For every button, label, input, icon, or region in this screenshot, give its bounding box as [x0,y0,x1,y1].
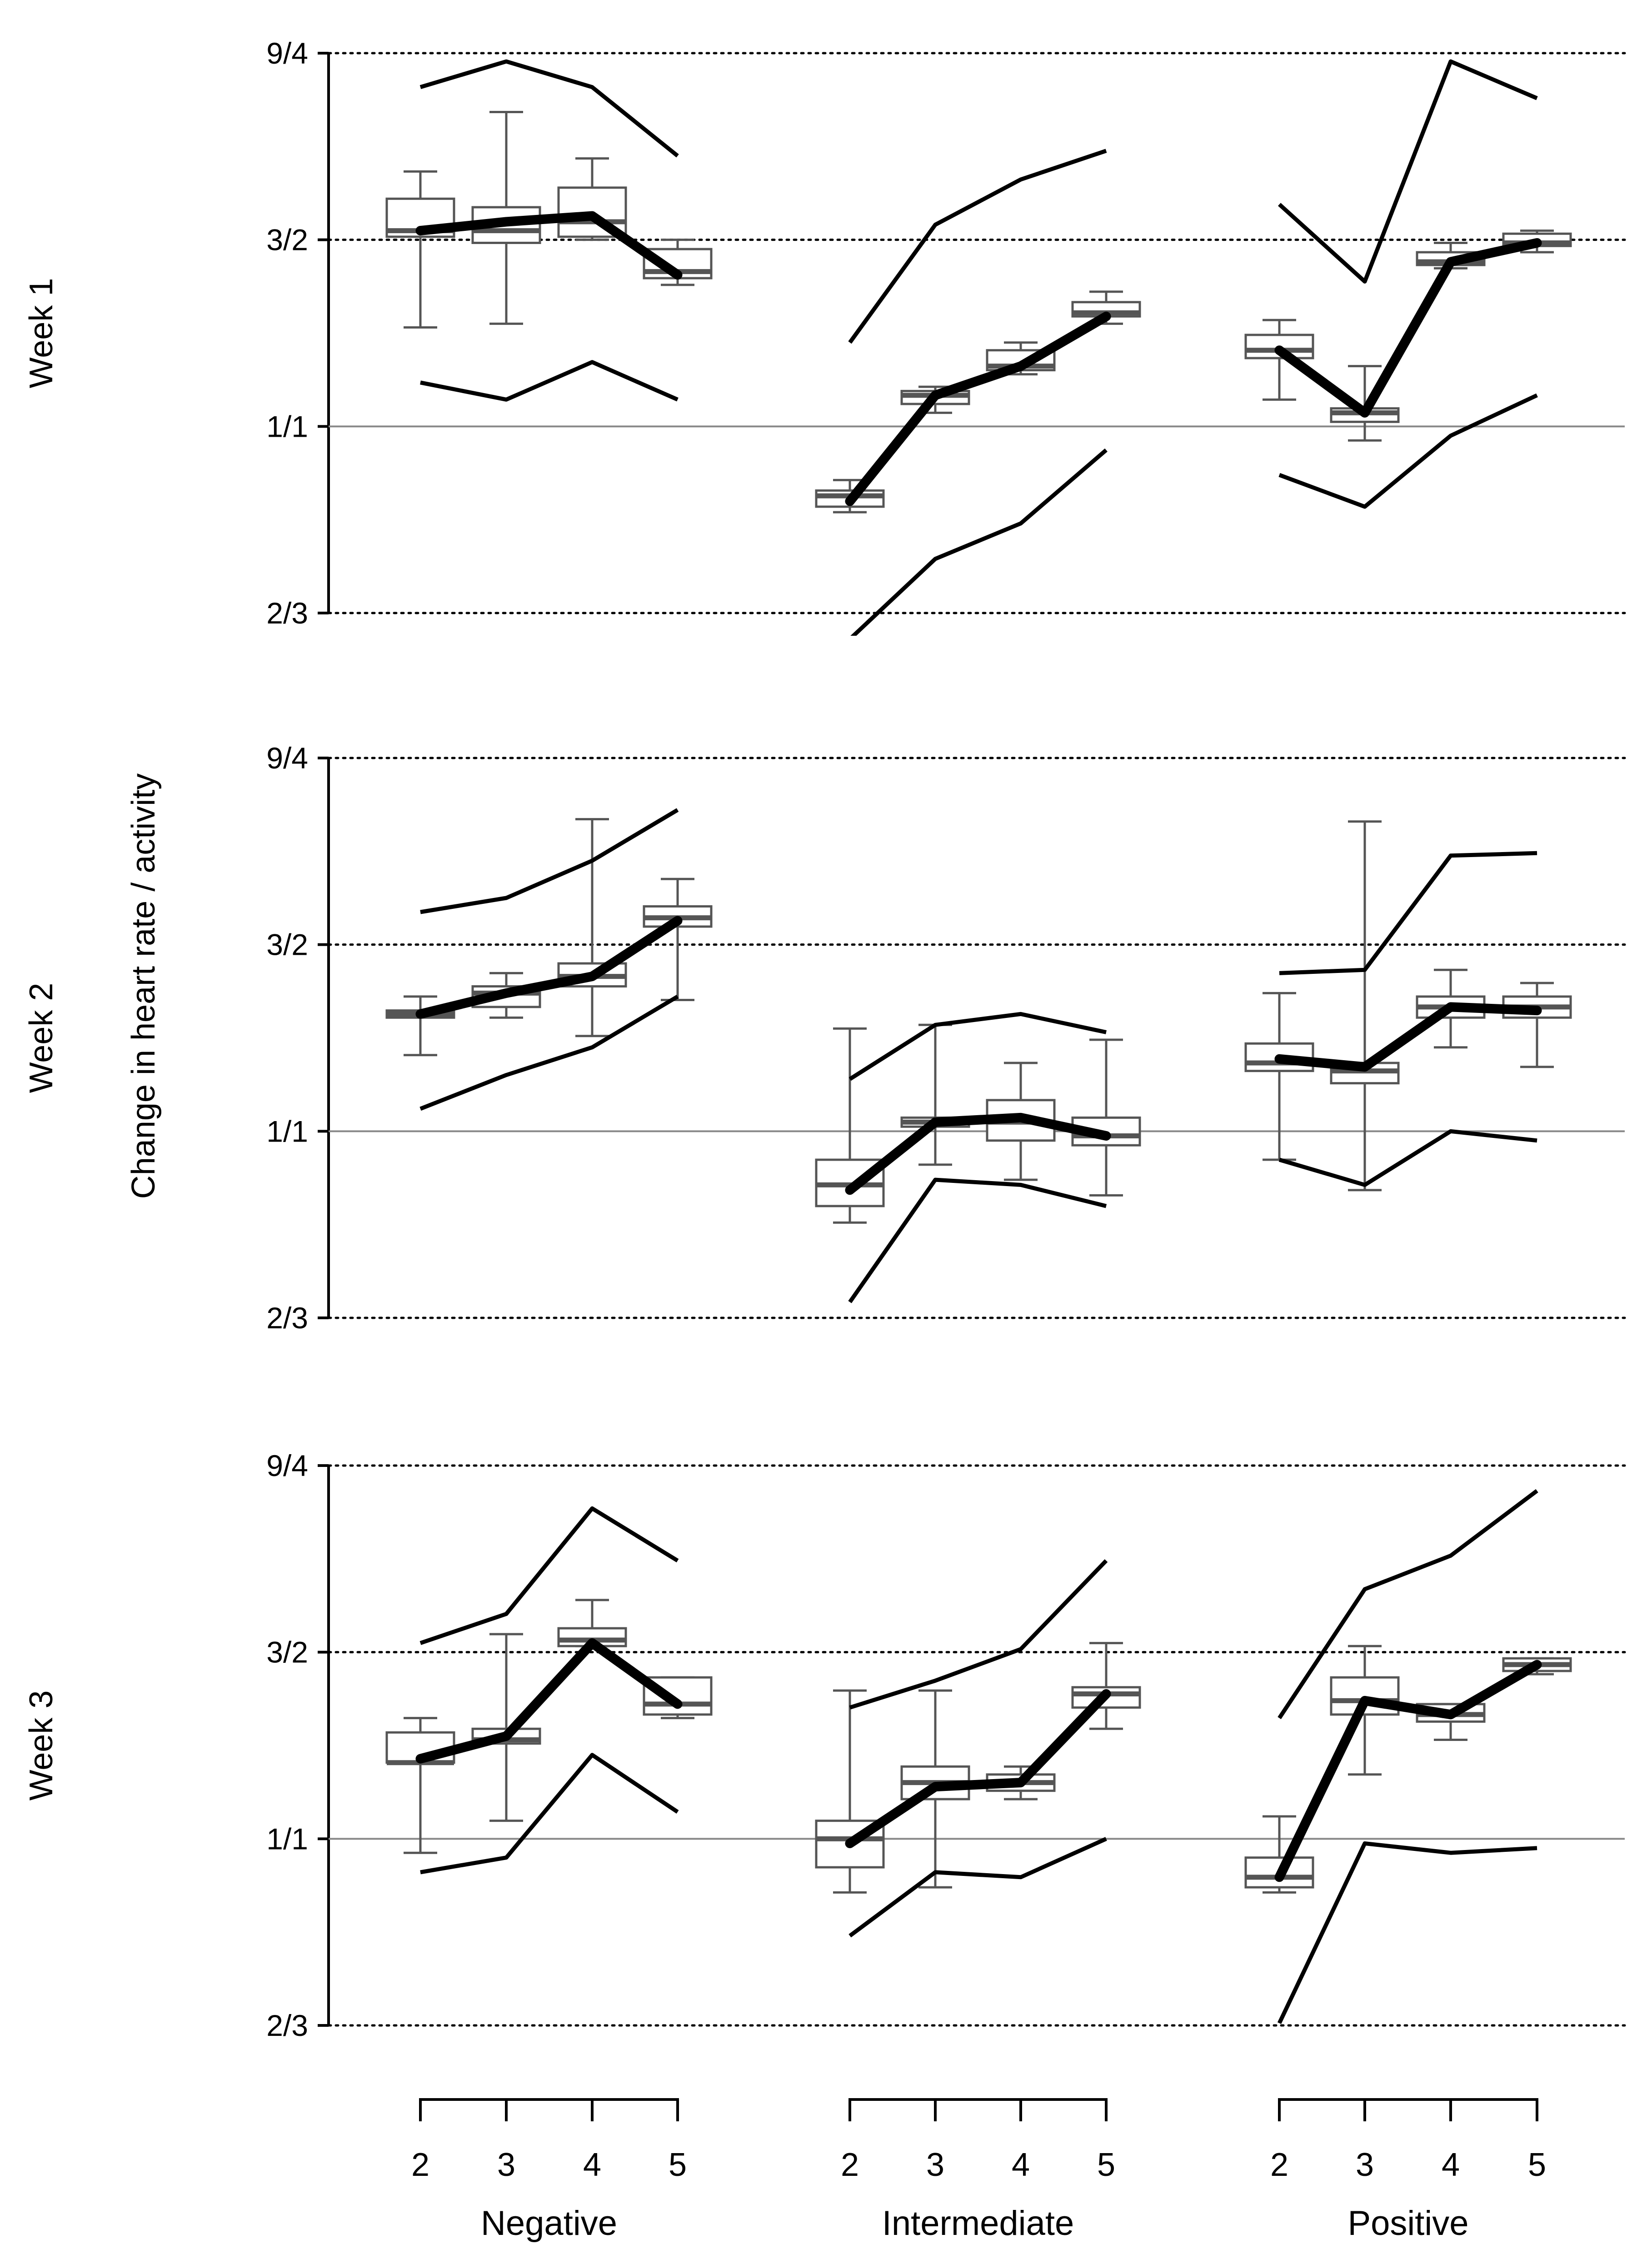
lower-interval-line [848,1177,1107,1303]
group-label-negative: Negative [481,2204,617,2243]
median-trend-line [845,1689,1111,1848]
y-tick-label: 9/4 [266,36,308,70]
box-4 [557,818,627,1037]
panel-week-3: 9/4 3/2 1/1 2/3 Week 3 [23,1449,1626,2042]
median-trend-line [1274,1660,1542,1882]
group-intermediate [815,1012,1141,1303]
y-tick-label: 1/1 [266,1114,308,1148]
lower-interval-line [850,448,1108,636]
x-tick-label: 3 [1356,2147,1374,2183]
y-tick-label: 2/3 [266,596,308,630]
box-2 [385,1717,455,1854]
median-trend-line [845,311,1111,506]
x-tick-label: 2 [1270,2147,1288,2183]
box-2 [1244,992,1314,1161]
median-trend-line [415,211,683,280]
upper-interval-line [419,59,679,158]
median-trend-line [415,1638,683,1764]
x-tick-label: 5 [1528,2147,1546,2183]
lower-interval-line [419,995,679,1111]
lower-interval-line [420,360,679,402]
upper-interval-line [848,1012,1107,1081]
box-2 [815,479,885,514]
panel-week-1: 9/4 3/2 1/1 2/3 Week 1 [23,36,1626,636]
group-negative [385,808,713,1111]
y-tick-label: 3/2 [266,1636,308,1669]
x-tick-label: 2 [841,2147,859,2183]
x-tick-label: 4 [583,2147,601,2183]
y-tick-label: 2/3 [266,2009,308,2042]
x-axis-negative: 2 3 4 5 Negative [411,2098,687,2243]
row-label-week-2: Week 2 [23,983,60,1093]
upper-interval-line [419,1506,679,1645]
upper-interval-line [1278,59,1538,284]
upper-interval-line [420,808,679,914]
y-tick-label: 3/2 [266,928,308,962]
lower-interval-line [1278,393,1538,509]
y-tick-label: 2/3 [266,1301,308,1335]
upper-interval-line [1279,851,1537,975]
lower-interval-line [1278,1129,1537,1187]
row-label-week-3: Week 3 [23,1691,60,1801]
x-axis-intermediate: 2 3 4 5 Intermediate [841,2098,1115,2243]
group-label-positive: Positive [1348,2204,1468,2243]
y-tick-label: 9/4 [266,741,308,775]
box-5 [1502,982,1572,1068]
group-intermediate [815,1559,1141,1938]
box-2 [1244,319,1314,401]
median-trend-line [415,916,683,1019]
y-tick-label: 1/1 [266,409,308,443]
group-positive [1244,1489,1572,2024]
box-3 [1330,820,1400,1192]
box-5 [1502,1657,1572,1676]
group-positive [1244,59,1572,509]
box-2 [385,170,455,329]
upper-interval-line [848,149,1107,344]
x-tick-label: 3 [926,2147,944,2183]
median-trend-line [845,1112,1111,1195]
x-tick-label: 4 [1442,2147,1460,2183]
lower-interval-line [1277,1841,1537,2024]
x-tick-label: 5 [1097,2147,1115,2183]
group-intermediate [815,149,1141,636]
x-tick-label: 2 [411,2147,429,2183]
row-label-week-1: Week 1 [23,278,60,389]
y-tick-label: 1/1 [266,1822,308,1855]
panel-week-2: 9/4 3/2 1/1 2/3 Week 2 [23,741,1626,1335]
x-tick-label: 5 [669,2147,687,2183]
upper-interval-line [1278,1489,1538,1720]
x-tick-label: 3 [497,2147,515,2183]
y-axis-title: Change in heart rate / activity [125,773,162,1199]
group-negative [385,59,713,402]
y-tick-label: 9/4 [266,1449,308,1482]
box-3 [471,1633,541,1822]
median-trend-line [1274,238,1542,418]
x-axis-positive: 2 3 4 5 Positive [1270,2098,1546,2243]
x-tick-label: 4 [1012,2147,1030,2183]
group-positive [1244,820,1572,1192]
median-trend-line [1274,1002,1542,1072]
lower-interval-line [420,1753,679,1875]
lower-interval-line [848,1837,1107,1938]
box-2 [815,1689,885,1894]
group-negative [385,1506,713,1875]
upper-interval-line [849,1559,1108,1710]
group-label-intermediate: Intermediate [882,2204,1074,2243]
y-tick-label: 3/2 [266,223,308,257]
box-5 [1071,1038,1141,1197]
plot-area: 9/4 3/2 1/1 2/3 Week 1 9/4 3/2 1/1 2/3 Week 2 9/4 3… [23,36,1626,2243]
